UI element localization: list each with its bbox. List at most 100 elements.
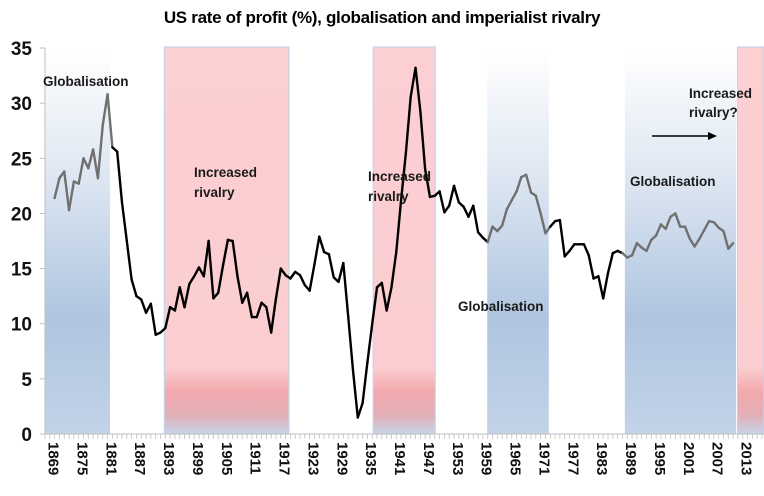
series-segment <box>96 123 104 180</box>
x-tick-label: 1929 <box>333 442 350 475</box>
series-segment <box>115 150 124 204</box>
x-tick-label: 1983 <box>593 442 610 475</box>
series-segment <box>183 282 191 309</box>
y-tick-label: 5 <box>21 370 32 391</box>
x-tick-label: 2013 <box>738 442 755 475</box>
annotation-text: Increased <box>194 165 257 180</box>
x-tick-label: 1887 <box>131 442 148 475</box>
annotation-globalisation-3: Globalisation <box>630 174 716 189</box>
series-segment <box>558 218 566 258</box>
series-segment <box>63 170 71 212</box>
series-segment <box>505 198 513 211</box>
y-tick-label: 15 <box>11 260 33 281</box>
series-segment <box>221 238 230 267</box>
series-segment <box>342 261 350 318</box>
globalisation-band-0 <box>45 50 110 434</box>
annotation-text: rivalry <box>368 189 409 204</box>
globalisation-band-3 <box>487 50 549 434</box>
x-tick-label: 1899 <box>189 442 206 475</box>
annotation-text: rivalry <box>194 185 235 200</box>
y-tick-label: 30 <box>11 94 32 115</box>
series-segment <box>212 291 220 300</box>
annotation-text: Globalisation <box>458 299 544 314</box>
annotations: Globalisation Increased rivalry Increase… <box>43 74 752 314</box>
series-segment <box>654 223 663 237</box>
x-tick-label: 1965 <box>507 442 524 475</box>
series-segment <box>77 157 85 185</box>
series-segment <box>318 235 326 254</box>
series-segment <box>385 286 393 312</box>
series-segment <box>500 207 509 227</box>
series-segment <box>544 225 552 235</box>
rivalry-band-5 <box>736 46 764 435</box>
series-segment <box>703 219 711 232</box>
background-bands <box>45 46 764 435</box>
series-segment <box>313 235 321 266</box>
annotation-globalisation-2: Globalisation <box>458 299 544 314</box>
series-segment <box>399 151 408 202</box>
x-tick-label: 1959 <box>478 442 495 475</box>
x-tick-label: 1875 <box>73 442 90 475</box>
arrow-right-icon <box>652 132 717 140</box>
series-segment <box>269 297 278 334</box>
series-segment <box>568 243 576 253</box>
annotation-text: rivalry? <box>689 105 738 120</box>
series-segment <box>688 237 696 248</box>
x-tick-label: 1953 <box>449 442 466 475</box>
series-segment <box>452 184 461 204</box>
series-segment <box>274 267 282 300</box>
series-segment <box>582 243 590 257</box>
series-segment <box>361 361 369 405</box>
series-segment <box>356 401 364 419</box>
series-segment <box>443 204 451 214</box>
series-segment <box>140 298 148 314</box>
series-segment <box>236 275 244 304</box>
series-segment <box>380 281 388 312</box>
series-segment <box>188 275 196 286</box>
series-segment <box>192 266 201 278</box>
series-segment <box>149 302 157 336</box>
series-segment <box>409 66 417 98</box>
series-segment <box>683 225 692 240</box>
annotation-increased-rivalry-1: Increased rivalry <box>194 165 261 200</box>
globalisation-band-4 <box>624 50 737 434</box>
series-segment <box>125 239 133 281</box>
series-segment <box>53 176 61 200</box>
series-segment <box>510 190 518 202</box>
series-segment <box>91 148 100 180</box>
series-segment <box>178 286 186 309</box>
series-segment <box>217 264 225 295</box>
axes <box>40 47 764 439</box>
rivalry-band-2 <box>372 46 436 435</box>
series-segment <box>423 168 432 199</box>
x-tick-labels: 1869 1875 1881 1887 1893 1899 1905 1911 1917 1923… <box>45 442 755 475</box>
series-segment <box>390 250 398 289</box>
annotation-text: Globalisation <box>43 74 129 89</box>
series-lines <box>53 66 735 419</box>
series-segment <box>366 322 374 364</box>
x-tick-label: 1977 <box>564 442 581 475</box>
series-segment <box>515 175 523 193</box>
series-segment <box>722 229 730 250</box>
x-tick-label: 1911 <box>247 442 264 475</box>
annotation-text: Increased <box>689 86 752 101</box>
series-segment <box>327 253 335 279</box>
series-segment <box>87 148 95 170</box>
series-segment <box>279 267 287 277</box>
x-tick-label: 1917 <box>276 442 293 475</box>
series-segment <box>587 254 595 280</box>
series-segment <box>698 228 706 240</box>
series-segment <box>298 273 307 287</box>
x-tick-label: 1935 <box>362 442 379 475</box>
series-segment <box>207 239 215 300</box>
series-segment <box>539 212 547 235</box>
series-segment <box>693 237 701 248</box>
x-tick-label: 1869 <box>45 442 62 475</box>
series-segment <box>630 242 639 257</box>
series-segment <box>289 270 297 280</box>
series-segment <box>563 249 571 258</box>
series-segment <box>404 95 412 154</box>
x-tick-label: 1941 <box>391 442 408 475</box>
series-segment <box>476 230 485 239</box>
